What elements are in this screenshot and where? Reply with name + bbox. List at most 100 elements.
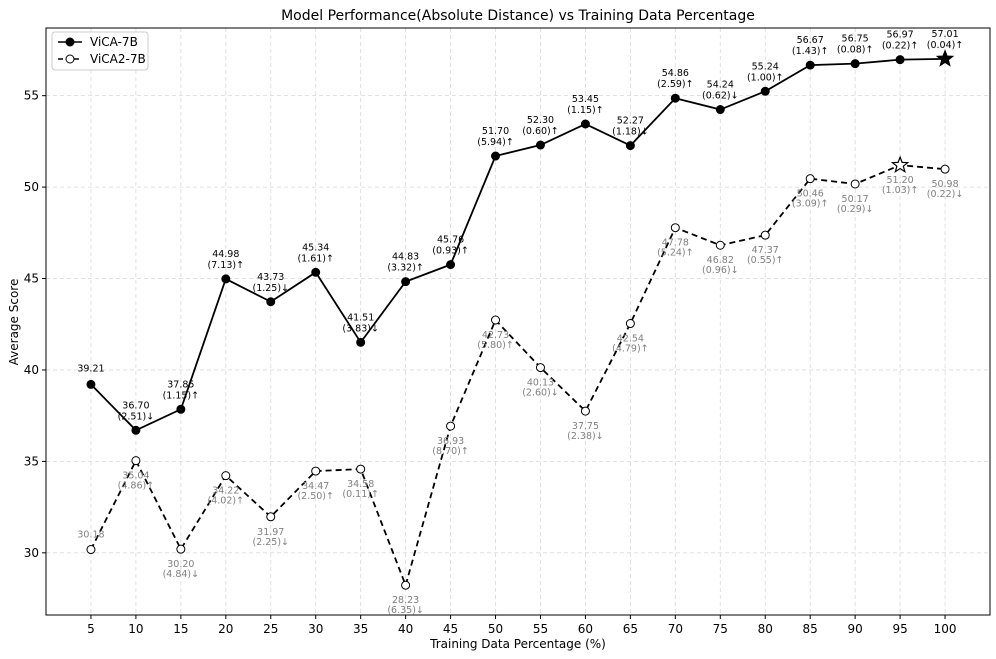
data-label-change-1: (2.60)↓ bbox=[522, 388, 559, 399]
data-label-value-0: 54.86 bbox=[662, 68, 689, 79]
data-label-value-0: 43.73 bbox=[257, 272, 284, 283]
data-label-value-1: 30.18 bbox=[77, 530, 104, 541]
x-tick-label: 10 bbox=[128, 622, 143, 636]
data-label-value-0: 41.51 bbox=[347, 312, 374, 323]
data-label-change-0: (1.18)↓ bbox=[612, 127, 649, 138]
data-label-change-1: (4.79)↑ bbox=[612, 344, 649, 355]
series-line-0 bbox=[90, 58, 946, 432]
data-label-change-0: (3.32)↑ bbox=[387, 263, 424, 274]
data-point-1 bbox=[940, 164, 950, 174]
data-label-value-0: 45.34 bbox=[302, 242, 329, 253]
legend-marker-vica2 bbox=[65, 54, 75, 64]
data-label-value-0: 44.98 bbox=[212, 249, 239, 260]
data-point-1 bbox=[176, 544, 186, 554]
legend-label-vica2: ViCA2-7B bbox=[90, 52, 146, 66]
data-point-0 bbox=[401, 277, 411, 287]
data-label-change-0: (0.22)↑ bbox=[882, 41, 919, 52]
data-label-change-0: (2.59)↑ bbox=[657, 79, 694, 90]
data-point-0 bbox=[221, 274, 231, 284]
x-tick-label: 50 bbox=[488, 622, 503, 636]
data-label-value-1: 47.37 bbox=[752, 245, 779, 256]
data-label-value-1: 34.22 bbox=[212, 486, 239, 497]
data-point-1 bbox=[760, 230, 770, 240]
data-label-value-1: 50.98 bbox=[931, 179, 958, 190]
data-point-1 bbox=[805, 174, 815, 184]
data-point-1 bbox=[356, 464, 366, 474]
data-label-change-0: (2.51)↓ bbox=[118, 411, 155, 422]
data-label-change-1: (4.02)↑ bbox=[208, 496, 245, 507]
series-line-1 bbox=[90, 164, 946, 589]
data-point-0 bbox=[131, 425, 141, 435]
data-point-1 bbox=[401, 580, 411, 590]
data-label-change-0: (1.15)↑ bbox=[163, 390, 200, 401]
data-label-value-0: 56.97 bbox=[886, 30, 913, 41]
x-tick-label: 25 bbox=[263, 622, 278, 636]
x-tick-label: 85 bbox=[803, 622, 818, 636]
data-label-change-0: (5.94)↑ bbox=[477, 137, 514, 148]
data-point-0 bbox=[86, 379, 96, 389]
data-point-0 bbox=[356, 337, 366, 347]
data-label-change-1: (3.09)↑ bbox=[792, 199, 829, 210]
data-point-1 bbox=[221, 471, 231, 481]
data-point-1 bbox=[625, 319, 635, 329]
data-point-1 bbox=[491, 315, 501, 325]
data-point-0 bbox=[535, 140, 545, 150]
data-label-value-1: 50.17 bbox=[842, 194, 869, 205]
data-label-change-0: (1.00)↑ bbox=[747, 72, 784, 83]
data-label-value-1: 42.54 bbox=[617, 334, 644, 345]
data-label-change-1: (5.24)↑ bbox=[657, 248, 694, 259]
x-tick-label: 90 bbox=[848, 622, 863, 636]
data-point-1 bbox=[266, 512, 276, 522]
data-label-value-1: 30.20 bbox=[167, 559, 194, 570]
y-axis-label: Average Score bbox=[7, 279, 21, 366]
data-label-value-0: 57.01 bbox=[931, 29, 958, 40]
data-label-change-1: (5.80)↑ bbox=[477, 340, 514, 351]
x-tick-label: 65 bbox=[623, 622, 638, 636]
data-label-value-1: 37.75 bbox=[572, 421, 599, 432]
x-tick-label: 15 bbox=[173, 622, 188, 636]
data-label-change-0: (0.60)↑ bbox=[522, 126, 559, 137]
x-tick-label: 20 bbox=[218, 622, 233, 636]
legend-label-vica: ViCA-7B bbox=[90, 35, 138, 49]
data-label-value-0: 51.70 bbox=[482, 126, 509, 137]
x-tick-label: 95 bbox=[892, 622, 907, 636]
x-tick-label: 100 bbox=[934, 622, 957, 636]
y-tick-label: 55 bbox=[24, 89, 39, 103]
data-label-value-0: 44.83 bbox=[392, 252, 419, 263]
data-label-change-1: (0.55)↑ bbox=[747, 255, 784, 266]
data-label-value-1: 36.93 bbox=[437, 436, 464, 447]
data-point-0 bbox=[760, 86, 770, 96]
data-label-change-1: (4.86)↑ bbox=[118, 481, 155, 492]
data-point-0 bbox=[446, 260, 456, 270]
x-axis-label: Training Data Percentage (%) bbox=[429, 637, 606, 651]
data-label-value-1: 42.73 bbox=[482, 330, 509, 341]
data-label-value-1: 34.47 bbox=[302, 481, 329, 492]
data-point-1 bbox=[535, 363, 545, 373]
data-label-value-0: 54.24 bbox=[707, 80, 734, 91]
data-label-value-0: 56.67 bbox=[797, 35, 824, 46]
data-label-value-1: 46.82 bbox=[707, 255, 734, 266]
y-tick-label: 50 bbox=[24, 180, 39, 194]
axis-ticks: 5 10 15 20 25 30 35 40 45 50 55 60 65 70 75 80 85 90 95 100… bbox=[24, 89, 957, 636]
data-label-value-1: 28.23 bbox=[392, 595, 419, 606]
data-label-change-1: (0.96)↓ bbox=[702, 265, 739, 276]
legend-marker-vica bbox=[65, 37, 75, 47]
legend: ViCA-7B ViCA2-7B bbox=[51, 31, 149, 71]
data-label-change-1: (8.70)↑ bbox=[432, 446, 469, 457]
data-point-1 bbox=[86, 545, 96, 555]
data-label-change-1: (0.29)↓ bbox=[837, 204, 874, 215]
data-label-value-0: 56.75 bbox=[842, 34, 869, 45]
data-label-value-1: 50.46 bbox=[797, 189, 824, 200]
data-label-change-1: (2.50)↑ bbox=[297, 491, 334, 502]
data-point-1 bbox=[311, 466, 321, 476]
data-label-change-1: (6.35)↓ bbox=[387, 605, 424, 616]
chart-title: Model Performance(Absolute Distance) vs … bbox=[281, 8, 755, 24]
x-tick-label: 45 bbox=[443, 622, 458, 636]
x-tick-label: 70 bbox=[668, 622, 683, 636]
data-label-change-1: (1.03)↑ bbox=[882, 185, 919, 196]
data-label-change-1: (4.84)↓ bbox=[163, 569, 200, 580]
data-label-value-1: 51.20 bbox=[886, 175, 913, 186]
data-label-value-1: 35.04 bbox=[122, 471, 149, 482]
data-label-change-0: (0.62)↓ bbox=[702, 91, 739, 102]
